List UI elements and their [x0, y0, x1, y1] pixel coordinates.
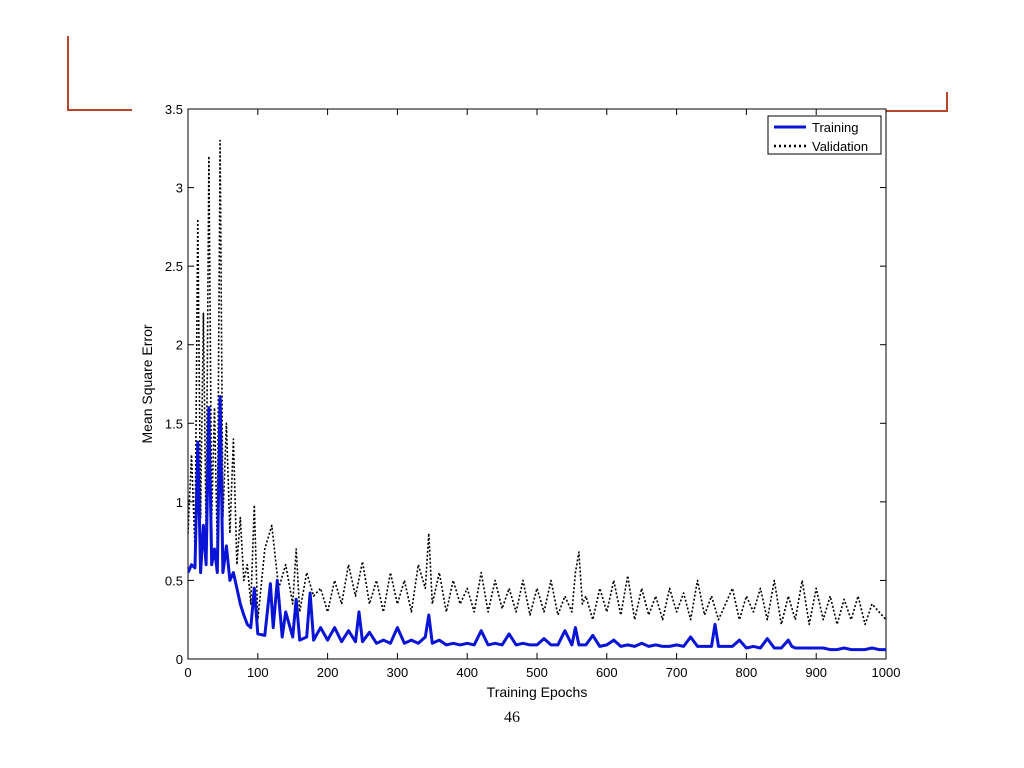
x-tick-label: 100	[247, 665, 269, 680]
slide-corner-top-right	[886, 92, 948, 112]
x-tick-label: 700	[666, 665, 688, 680]
y-axis-title: Mean Square Error	[139, 324, 155, 443]
x-tick-label: 800	[736, 665, 758, 680]
y-tick-label: 2.5	[165, 259, 183, 274]
y-tick-label: 2	[176, 338, 183, 353]
y-tick-label: 3.5	[165, 102, 183, 117]
slide-corner-frame	[67, 36, 948, 112]
series-line-training	[188, 395, 886, 652]
x-tick-label: 200	[317, 665, 339, 680]
x-axis-title: Training Epochs	[487, 684, 588, 700]
legend-label-validation: Validation	[812, 139, 868, 154]
legend-box	[767, 115, 882, 155]
y-tick-label: 1.5	[165, 416, 183, 431]
x-tick-label: 1000	[872, 665, 901, 680]
x-tick-label: 300	[387, 665, 409, 680]
y-tick-label: 3	[176, 181, 183, 196]
slide-page-number: 46	[504, 709, 520, 726]
legend-label-training: Training	[812, 120, 858, 135]
legend: Training Validation	[767, 115, 882, 155]
slide-corner-top-left	[67, 36, 132, 111]
y-tick-label: 0.5	[165, 573, 183, 588]
x-tick-label: 400	[456, 665, 478, 680]
x-tick-label: 500	[526, 665, 548, 680]
y-tick-label: 1	[176, 495, 183, 510]
tick-layer: 0 100 200 300 400 500 600 700 800 900 1000 0 0.5 1 1.5…	[165, 102, 901, 680]
x-tick-label: 0	[184, 665, 191, 680]
series-line-validation	[188, 139, 886, 626]
x-tick-label: 900	[805, 665, 827, 680]
series-layer	[188, 139, 886, 652]
x-tick-label: 600	[596, 665, 618, 680]
plot-area	[187, 108, 887, 660]
y-tick-label: 0	[176, 652, 183, 667]
